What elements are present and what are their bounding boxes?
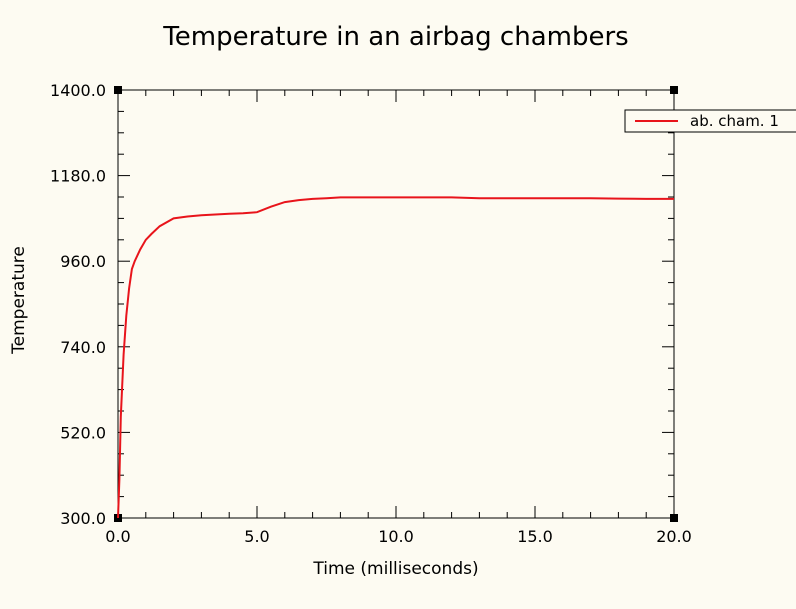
chart-title: Temperature in an airbag chambers xyxy=(162,22,628,52)
x-tick-label: 15.0 xyxy=(517,527,553,546)
axis-ticks xyxy=(117,89,675,519)
x-axis-label: Time (milliseconds) xyxy=(312,559,478,579)
y-tick-label: 300.0 xyxy=(60,509,106,528)
y-tick-label: 1180.0 xyxy=(50,167,106,186)
y-tick-label: 740.0 xyxy=(60,338,106,357)
x-tick-label: 5.0 xyxy=(244,527,269,546)
plot-frame xyxy=(117,89,675,519)
legend: ab. cham. 1 xyxy=(624,109,796,133)
corner-marker-top-right xyxy=(670,86,678,94)
legend-box xyxy=(624,109,796,133)
corner-markers xyxy=(114,86,678,522)
x-tick-label: 0.0 xyxy=(105,527,130,546)
legend-label: ab. cham. 1 xyxy=(690,112,779,130)
series-line-ab-cham-1 xyxy=(117,196,674,519)
corner-marker-bottom-right xyxy=(670,514,678,522)
x-tick-label: 20.0 xyxy=(656,527,692,546)
y-tick-label: 1400.0 xyxy=(50,81,106,100)
x-tick-label: 10.0 xyxy=(378,527,414,546)
y-tick-label: 520.0 xyxy=(60,423,106,442)
tick-labels: 0.0 5.0 10.0 15.0 20.0 300.0 520.0 740.0 960.0 11… xyxy=(50,81,692,546)
y-axis-label: Temperature xyxy=(9,246,29,355)
corner-marker-top-left xyxy=(114,86,122,94)
y-tick-label: 960.0 xyxy=(60,252,106,271)
